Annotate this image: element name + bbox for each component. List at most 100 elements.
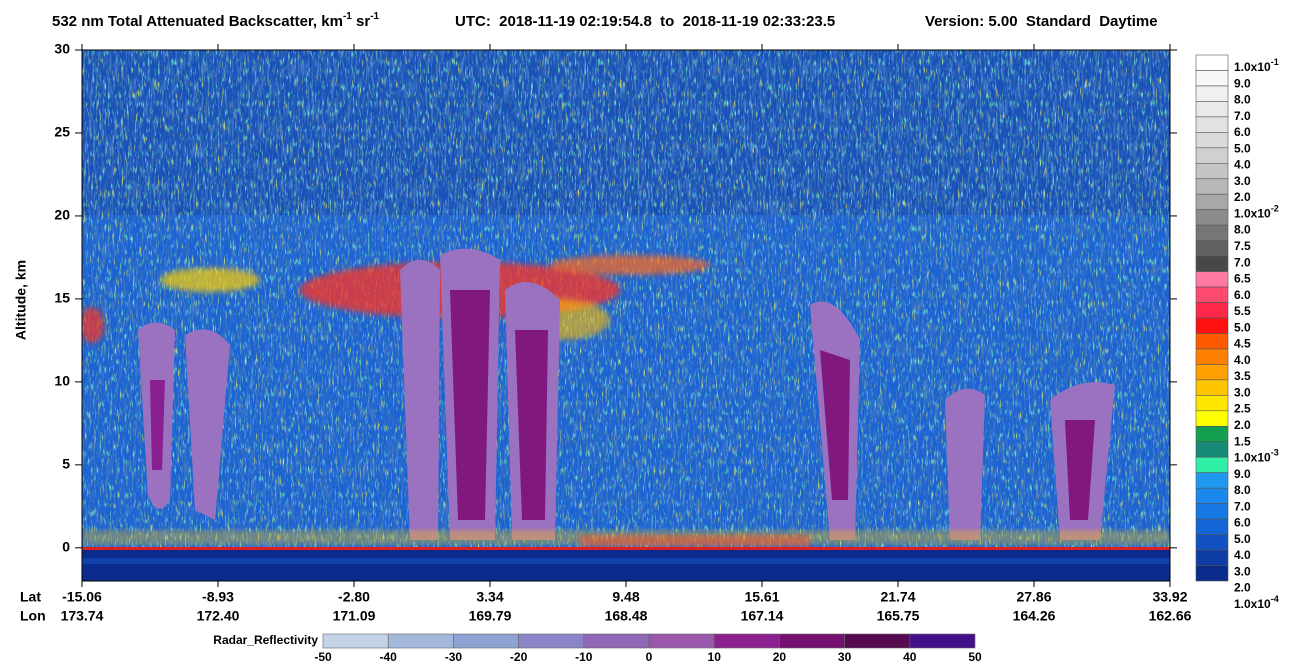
colorbar-box bbox=[1195, 70, 1229, 87]
y-axis-label: Altitude, km bbox=[13, 260, 29, 340]
colorbar-box bbox=[1195, 410, 1229, 427]
colorbar-box bbox=[1195, 518, 1229, 535]
colorbar-box bbox=[1195, 348, 1229, 365]
colorbar-label-text: 5.0 bbox=[1234, 321, 1251, 335]
colorbar-box bbox=[1195, 255, 1229, 272]
colorbar-label-text: 4.0 bbox=[1234, 158, 1251, 172]
title-sup: -1 bbox=[343, 11, 352, 22]
lat-label: -2.80 bbox=[338, 589, 370, 605]
colorbar-label-exp: -1 bbox=[1271, 57, 1279, 67]
colorbar-box bbox=[1195, 534, 1229, 551]
colorbar-label: 8.0 bbox=[1234, 483, 1251, 497]
colorbar-box bbox=[1195, 425, 1229, 443]
y-tick-label: 5 bbox=[62, 456, 70, 472]
colorbar-label-text: 3.0 bbox=[1234, 174, 1251, 188]
chart-title: 532 nm Total Attenuated Backscatter, km-… bbox=[52, 11, 380, 30]
colorbar-box bbox=[1195, 162, 1229, 180]
colorbar-box bbox=[1195, 224, 1229, 241]
colorbar-box bbox=[1195, 549, 1229, 566]
colorbar-label-text: 5.0 bbox=[1234, 142, 1251, 156]
radar-colorbar-box bbox=[583, 633, 650, 649]
y-tick-label: 0 bbox=[62, 539, 70, 555]
colorbar-label: 2.0 bbox=[1234, 581, 1251, 595]
lon-label: 168.48 bbox=[605, 608, 648, 624]
colorbar-label: 7.0 bbox=[1234, 109, 1251, 123]
y-tick-label: 30 bbox=[54, 41, 70, 57]
colorbar-label-text: 6.0 bbox=[1234, 288, 1251, 302]
colorbar-box bbox=[1195, 379, 1229, 396]
title-sup: -1 bbox=[370, 11, 379, 22]
colorbar-box bbox=[1195, 54, 1229, 71]
radar-tick-label: 50 bbox=[968, 650, 982, 664]
surface-layer bbox=[82, 530, 1170, 581]
colorbar-label-text: 7.0 bbox=[1234, 500, 1251, 514]
colorbar-label-text: 3.0 bbox=[1234, 386, 1251, 400]
colorbar-label: 2.5 bbox=[1234, 402, 1251, 416]
lon-label: 164.26 bbox=[1013, 608, 1056, 624]
colorbar-box bbox=[1195, 101, 1229, 118]
radar-colorbar-box bbox=[844, 633, 911, 649]
colorbar-box bbox=[1195, 209, 1229, 226]
radar-tick-label: 0 bbox=[646, 650, 653, 664]
lon-label: 169.79 bbox=[469, 608, 512, 624]
colorbar-label-text: 8.0 bbox=[1234, 93, 1251, 107]
colorbar-label: 2.0 bbox=[1234, 190, 1251, 204]
colorbar-box bbox=[1195, 240, 1229, 257]
backscatter-field bbox=[82, 50, 1170, 581]
colorbar-label: 4.0 bbox=[1234, 353, 1251, 367]
colorbar-box bbox=[1195, 317, 1229, 334]
lat-label: 9.48 bbox=[612, 589, 639, 605]
colorbar-label-text: 2.0 bbox=[1234, 581, 1251, 595]
lat-label: 21.74 bbox=[880, 589, 915, 605]
colorbar-label: 4.0 bbox=[1234, 158, 1251, 172]
colorbar-label-text: 6.5 bbox=[1234, 272, 1251, 286]
radar-tick-label: -50 bbox=[314, 650, 332, 664]
colorbar-box bbox=[1195, 271, 1229, 288]
y-tick-label: 15 bbox=[54, 290, 70, 306]
colorbar-box bbox=[1195, 178, 1229, 195]
radar-colorbar-box bbox=[453, 633, 519, 649]
colorbar-label: 3.5 bbox=[1234, 369, 1251, 383]
colorbar-label: 5.0 bbox=[1234, 142, 1251, 156]
colorbar-label-text: 1.0x10 bbox=[1234, 60, 1271, 74]
colorbar-box bbox=[1195, 286, 1229, 303]
colorbar-label-text: 1.0x10 bbox=[1234, 451, 1271, 465]
colorbar-label: 6.0 bbox=[1234, 288, 1251, 302]
colorbar-label-text: 4.0 bbox=[1234, 548, 1251, 562]
colorbar-box bbox=[1195, 302, 1229, 319]
y-tick-label: 20 bbox=[54, 207, 70, 223]
colorbar-box bbox=[1195, 132, 1229, 149]
colorbar-label-text: 6.0 bbox=[1234, 125, 1251, 139]
colorbar-label: 7.0 bbox=[1234, 500, 1251, 514]
utc-range: UTC: 2018-11-19 02:19:54.8 to 2018-11-19… bbox=[455, 13, 835, 30]
colorbar-label: 4.0 bbox=[1234, 548, 1251, 562]
colorbar-box bbox=[1195, 441, 1229, 458]
y-tick-label: 25 bbox=[54, 124, 70, 140]
colorbar-label-text: 7.5 bbox=[1234, 239, 1251, 253]
colorbar-label-text: 9.0 bbox=[1234, 76, 1251, 90]
lat-title: Lat bbox=[20, 589, 41, 605]
colorbar-label: 1.0x10-2 bbox=[1234, 204, 1279, 221]
colorbar-label-text: 2.0 bbox=[1234, 418, 1251, 432]
colorbar-label: 1.0x10-4 bbox=[1234, 594, 1279, 611]
radar-tick-label: 20 bbox=[773, 650, 787, 664]
colorbar-label-text: 5.5 bbox=[1234, 304, 1251, 318]
colorbar-label-text: 6.0 bbox=[1234, 516, 1251, 530]
radar-colorbar-box bbox=[648, 633, 715, 649]
radar-colorbar-box bbox=[909, 633, 976, 649]
colorbar-label-text: 5.0 bbox=[1234, 532, 1251, 546]
colorbar-label-text: 3.0 bbox=[1234, 565, 1251, 579]
lon-label: 171.09 bbox=[333, 608, 376, 624]
colorbar-box bbox=[1195, 565, 1229, 582]
colorbar-label-text: 7.0 bbox=[1234, 255, 1251, 269]
colorbar-label: 8.0 bbox=[1234, 93, 1251, 107]
y-tick-label: 10 bbox=[54, 373, 70, 389]
colorbar-label: 7.0 bbox=[1234, 255, 1251, 269]
colorbar-label: 8.0 bbox=[1234, 223, 1251, 237]
title-text: sr bbox=[352, 13, 371, 30]
lon-label: 173.74 bbox=[61, 608, 104, 624]
colorbar-label: 3.0 bbox=[1234, 174, 1251, 188]
lon-title: Lon bbox=[20, 608, 46, 624]
lat-label: 27.86 bbox=[1016, 589, 1051, 605]
